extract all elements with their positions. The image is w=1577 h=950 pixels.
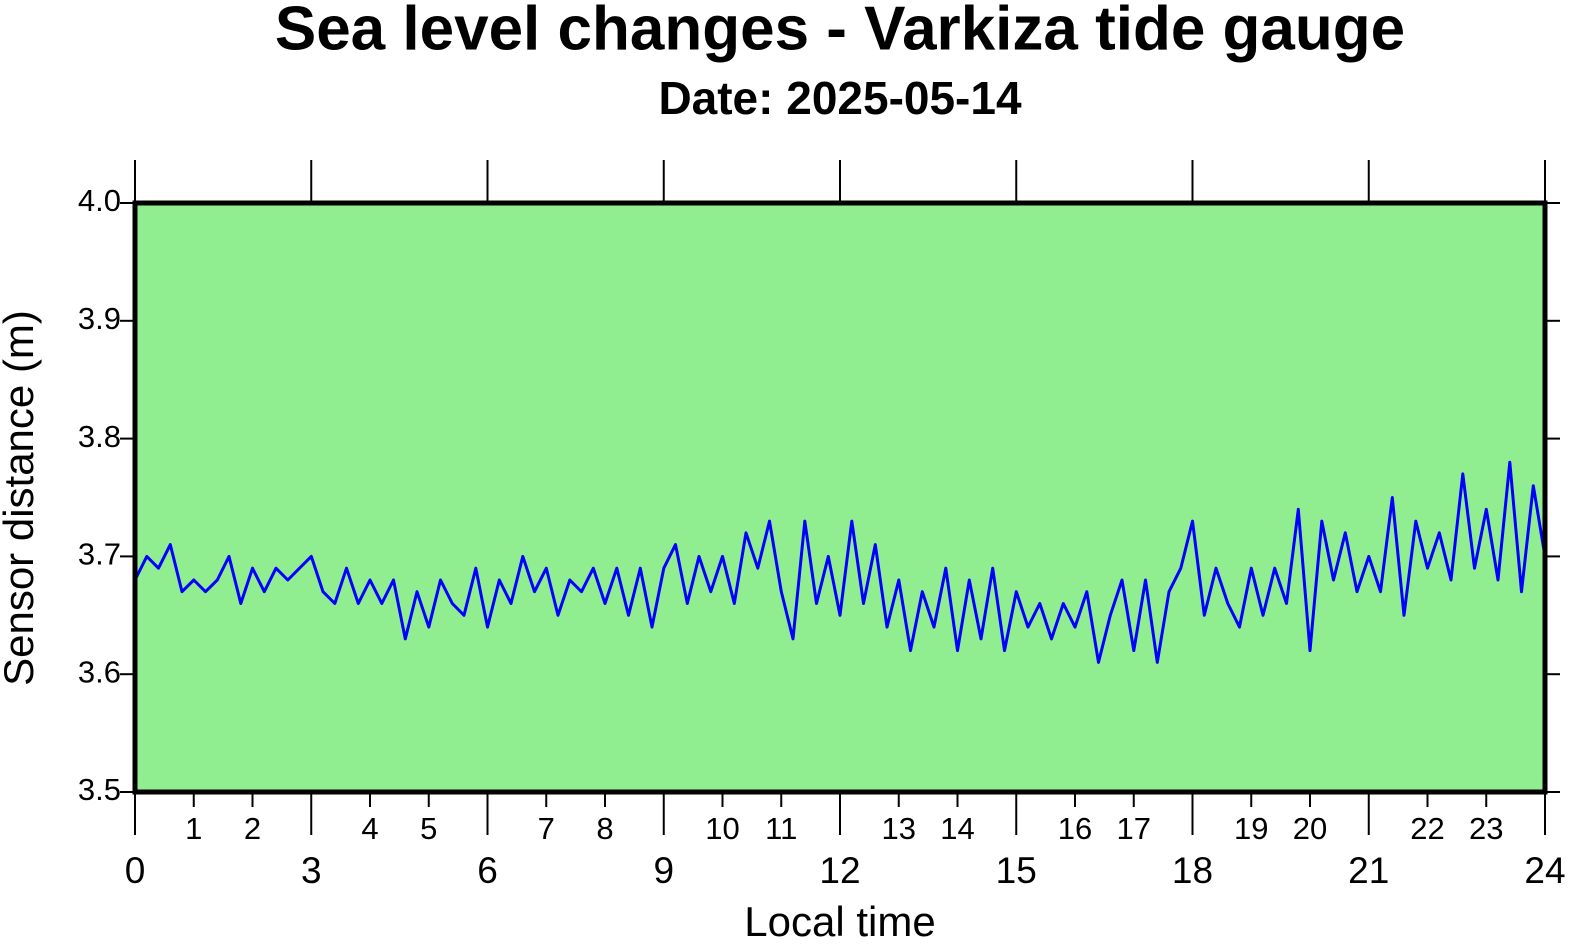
x-minor-tick-label: 13 bbox=[882, 811, 916, 846]
x-minor-tick-label: 7 bbox=[538, 811, 555, 846]
x-minor-tick-label: 2 bbox=[244, 811, 261, 846]
x-minor-tick-label: 20 bbox=[1293, 811, 1327, 846]
y-tick-label: 3.8 bbox=[78, 419, 121, 454]
x-minor-tick-label: 22 bbox=[1410, 811, 1444, 846]
x-minor-tick-label: 1 bbox=[185, 811, 202, 846]
x-tick-label: 9 bbox=[653, 850, 674, 891]
y-tick-label: 3.6 bbox=[78, 654, 121, 689]
y-tick-label: 4.0 bbox=[78, 183, 121, 218]
x-tick-label: 3 bbox=[301, 850, 322, 891]
plot-background bbox=[135, 203, 1545, 792]
x-tick-label: 15 bbox=[996, 850, 1037, 891]
plot-frame bbox=[132, 200, 1548, 795]
x-axis-label: Local time bbox=[744, 898, 935, 945]
x-minor-tick-label: 8 bbox=[596, 811, 613, 846]
x-tick-label: 6 bbox=[477, 850, 498, 891]
x-minor-tick-label: 11 bbox=[765, 811, 797, 846]
data-line bbox=[133, 460, 1547, 664]
chart-subtitle: Date: 2025-05-14 bbox=[658, 72, 1022, 124]
x-minor-tick-label: 17 bbox=[1117, 811, 1151, 846]
x-tick-label: 0 bbox=[125, 850, 146, 891]
x-minor-tick-label: 19 bbox=[1234, 811, 1268, 846]
y-tick-label: 3.5 bbox=[78, 772, 121, 807]
x-tick-label: 21 bbox=[1348, 850, 1389, 891]
x-minor-tick-label: 10 bbox=[705, 811, 739, 846]
x-tick-label: 12 bbox=[819, 850, 860, 891]
y-axis-label: Sensor distance (m) bbox=[0, 310, 42, 686]
y-tick-label: 3.7 bbox=[78, 537, 121, 572]
x-tick-label: 18 bbox=[1172, 850, 1213, 891]
x-tick-label: 24 bbox=[1524, 850, 1565, 891]
x-minor-tick-label: 5 bbox=[420, 811, 437, 846]
x-minor-tick-label: 14 bbox=[940, 811, 974, 846]
x-minor-tick-label: 23 bbox=[1469, 811, 1503, 846]
x-minor-tick-label: 4 bbox=[361, 811, 378, 846]
chart-title: Sea level changes - Varkiza tide gauge bbox=[275, 0, 1405, 63]
x-minor-tick-label: 16 bbox=[1058, 811, 1092, 846]
y-tick-label: 3.9 bbox=[78, 301, 121, 336]
